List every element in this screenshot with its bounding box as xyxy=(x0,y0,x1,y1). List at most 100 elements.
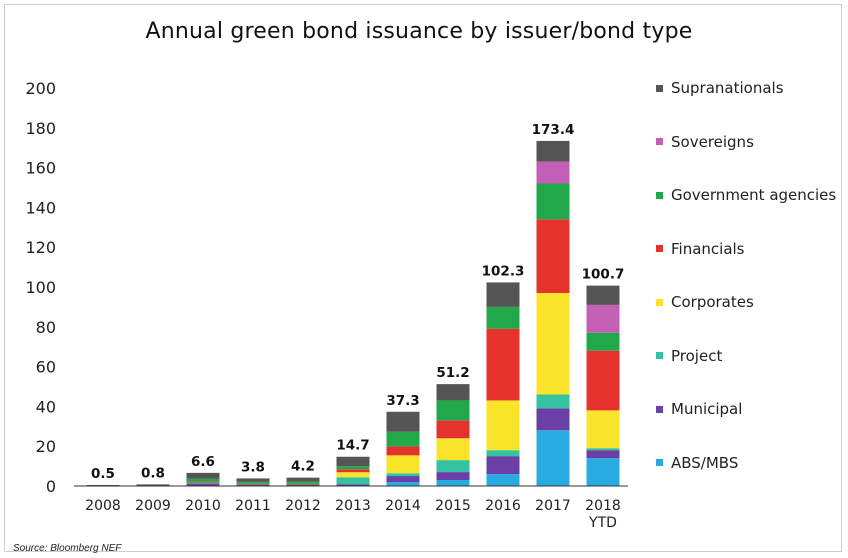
y-axis: 0 20 40 60 80 100 120 140 160 180 200 xyxy=(25,79,56,496)
bar-segment-project xyxy=(336,477,370,485)
bar-segment-government-agencies xyxy=(286,481,320,484)
total-label: 3.8 xyxy=(241,459,265,475)
x-tick-label: 2016 xyxy=(485,498,521,514)
bar-segment-government-agencies xyxy=(386,431,420,447)
bar-segment-supranationals xyxy=(186,472,220,479)
total-label: 100.7 xyxy=(582,267,625,283)
bar-segment-corporates xyxy=(486,400,520,451)
x-tick-label: 2009 xyxy=(135,498,171,514)
bar-segment-supranationals xyxy=(286,477,320,482)
bar-segment-sovereigns xyxy=(586,304,620,333)
bar-segment-supranationals xyxy=(136,484,170,486)
x-tick-label: 2017 xyxy=(535,498,571,514)
bar-segment-municipal xyxy=(436,472,470,481)
legend-label: Sovereigns xyxy=(671,132,754,151)
bar-segment-municipal xyxy=(386,476,420,483)
chart-frame: Annual green bond issuance by issuer/bon… xyxy=(4,4,842,554)
bar-segment-abs-mbs xyxy=(436,480,470,486)
bar-segment-abs-mbs xyxy=(536,430,570,486)
bar-segment-corporates xyxy=(586,410,620,449)
legend-label: Supranationals xyxy=(671,79,784,97)
x-tick-label: 2010 xyxy=(185,498,221,514)
bar-segment-supranationals xyxy=(336,456,370,467)
bar-segment-government-agencies xyxy=(186,478,220,482)
bar-segment-abs-mbs xyxy=(586,458,620,486)
bar-segment-financials xyxy=(486,328,520,401)
bar-segment-project xyxy=(536,394,570,409)
bar-segment-government-agencies xyxy=(486,306,520,329)
bar-segment-municipal xyxy=(536,408,570,431)
legend-item-sovereigns: Sovereigns xyxy=(656,133,754,151)
y-tick-label: 160 xyxy=(25,159,56,178)
legend-item-project: Project xyxy=(656,347,722,365)
bar-segment-supranationals xyxy=(486,282,520,307)
bar-segment-financials xyxy=(336,469,370,473)
y-tick-label: 80 xyxy=(36,318,56,337)
bar-segment-corporates xyxy=(536,292,570,395)
bar-segment-corporates xyxy=(336,472,370,478)
legend-swatch xyxy=(656,245,663,252)
bar-segment-government-agencies xyxy=(586,332,620,351)
legend-item-financials: Financials xyxy=(656,240,745,258)
legend-swatch xyxy=(656,138,663,145)
legend-label: Corporates xyxy=(671,293,754,311)
chart-source: Source: Bloomberg NEF xyxy=(13,543,122,554)
legend-swatch xyxy=(656,405,663,413)
bar-segment-supranationals xyxy=(386,411,420,432)
y-tick-label: 20 xyxy=(36,437,56,456)
bar-segment-project xyxy=(386,473,420,477)
x-axis: 2008 2009 2010 2011 2012 2013 2014 2015 2016 2017… xyxy=(85,498,621,531)
y-tick-label: 140 xyxy=(25,198,56,217)
bar-segment-financials xyxy=(436,420,470,439)
legend-swatch xyxy=(656,191,663,199)
legend-swatch xyxy=(656,84,663,92)
x-tick-label: 2014 xyxy=(385,498,421,514)
legend-label: Project xyxy=(671,346,723,365)
y-tick-label: 60 xyxy=(36,358,56,377)
legend-label: Financials xyxy=(671,239,745,258)
bar-segment-municipal xyxy=(336,484,370,486)
total-label: 14.7 xyxy=(336,438,369,454)
legend-swatch xyxy=(656,352,663,359)
legend-label: Municipal xyxy=(671,400,743,418)
total-label: 102.3 xyxy=(482,263,525,279)
bar-segment-municipal xyxy=(486,456,520,475)
legend-swatch xyxy=(656,459,663,466)
legend-label: Government agencies xyxy=(671,186,837,204)
bar-segment-project xyxy=(486,450,520,457)
bars-group xyxy=(86,140,620,486)
legend-swatch xyxy=(656,298,663,306)
bar-segment-abs-mbs xyxy=(486,474,520,486)
legend-label: ABS/MBS xyxy=(671,453,739,472)
x-tick-label: 2013 xyxy=(335,498,371,514)
bar-segment-municipal xyxy=(236,484,270,486)
bar-segment-supranationals xyxy=(236,478,270,482)
legend-item-corporates: Corporates xyxy=(656,293,754,311)
bar-segment-municipal xyxy=(586,450,620,459)
y-tick-label: 40 xyxy=(36,397,56,416)
bar-segment-financials xyxy=(186,481,220,483)
total-label: 37.3 xyxy=(386,393,419,409)
bar-segment-financials xyxy=(236,483,270,485)
x-tick-label: 2012 xyxy=(285,498,321,514)
total-label: 0.5 xyxy=(91,466,115,482)
x-tick-label: 2015 xyxy=(435,498,471,514)
x-tick-label: 2018 YTD xyxy=(585,498,621,531)
bar-segment-abs-mbs xyxy=(386,482,420,486)
total-label: 0.8 xyxy=(141,465,165,481)
x-tick-label: 2008 xyxy=(85,498,121,514)
bar-segment-project xyxy=(586,448,620,451)
bar-segment-government-agencies xyxy=(536,183,570,220)
x-tick-label: 2011 xyxy=(235,498,271,514)
bar-segment-sovereigns xyxy=(536,161,570,184)
y-tick-label: 100 xyxy=(25,278,56,297)
total-label: 51.2 xyxy=(436,365,469,381)
bar-segment-government-agencies xyxy=(236,481,270,484)
y-tick-label: 200 xyxy=(25,79,56,98)
bar-segment-supranationals xyxy=(536,140,570,162)
bar-segment-project xyxy=(186,482,220,484)
bar-segment-government-agencies xyxy=(336,466,370,470)
y-tick-label: 120 xyxy=(25,238,56,257)
bar-segment-financials xyxy=(586,350,620,411)
